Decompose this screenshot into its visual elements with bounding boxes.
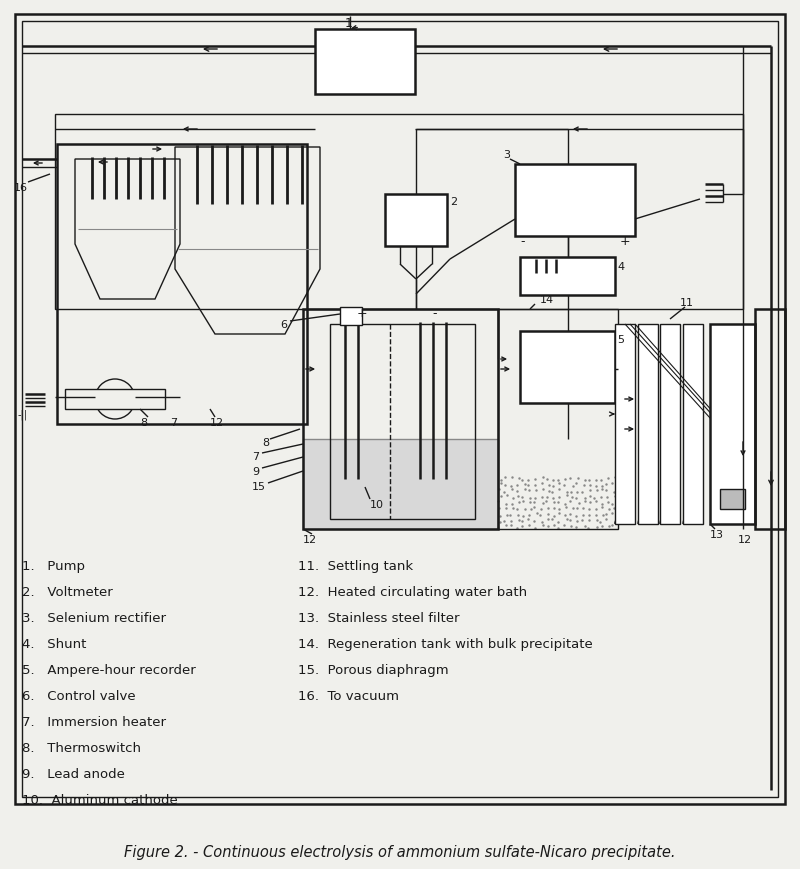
Text: 10.  Aluminum cathode: 10. Aluminum cathode [22, 793, 178, 806]
Bar [515, 165, 635, 236]
Text: 6: 6 [280, 320, 287, 329]
Bar [55, 115, 743, 309]
Text: 15.  Porous diaphragm: 15. Porous diaphragm [298, 663, 449, 676]
Text: 7: 7 [170, 417, 177, 428]
Text: -||: -|| [18, 409, 28, 420]
Text: 10: 10 [370, 500, 384, 509]
Text: 15: 15 [252, 481, 266, 492]
Bar [660, 325, 680, 524]
Text: 8: 8 [140, 417, 147, 428]
Text: 13: 13 [710, 529, 724, 540]
Bar [315, 30, 415, 95]
Bar [520, 258, 615, 295]
Text: 1: 1 [345, 17, 353, 30]
Bar [615, 325, 635, 524]
Bar [498, 309, 618, 529]
Text: +: + [620, 235, 630, 248]
Text: 8: 8 [262, 437, 269, 448]
Text: 14.  Regeneration tank with bulk precipitate: 14. Regeneration tank with bulk precipit… [298, 637, 593, 650]
Bar [755, 309, 785, 529]
Text: 9.   Lead anode: 9. Lead anode [22, 767, 125, 780]
Bar [385, 195, 447, 247]
Bar [303, 440, 498, 529]
Bar [710, 325, 755, 524]
Text: 3.   Selenium rectifier: 3. Selenium rectifier [22, 611, 166, 624]
Bar [65, 389, 165, 409]
Text: 2.   Voltmeter: 2. Voltmeter [22, 586, 113, 599]
Text: 5: 5 [617, 335, 624, 345]
Text: 6.   Control valve: 6. Control valve [22, 689, 136, 702]
Text: Figure 2. - Continuous electrolysis of ammonium sulfate-Nicaro precipitate.: Figure 2. - Continuous electrolysis of a… [124, 844, 676, 859]
Text: 12.  Heated circulating water bath: 12. Heated circulating water bath [298, 586, 527, 599]
Text: 16: 16 [14, 182, 28, 193]
Text: 9: 9 [252, 467, 259, 476]
Text: 4: 4 [617, 262, 624, 272]
Text: +: + [357, 307, 367, 320]
Bar [340, 308, 362, 326]
Bar [303, 309, 498, 529]
Text: 2: 2 [450, 196, 457, 207]
Text: 16.  To vacuum: 16. To vacuum [298, 689, 399, 702]
Text: 12: 12 [738, 534, 752, 544]
Bar [22, 22, 778, 797]
Text: 7: 7 [252, 452, 259, 461]
Text: -: - [433, 307, 438, 320]
Text: 8.   Thermoswitch: 8. Thermoswitch [22, 741, 141, 754]
Text: 14: 14 [540, 295, 554, 305]
Bar [330, 325, 475, 520]
Text: 12: 12 [210, 417, 224, 428]
Text: 3: 3 [503, 149, 510, 160]
Text: 5.   Ampere-hour recorder: 5. Ampere-hour recorder [22, 663, 196, 676]
Bar [720, 489, 745, 509]
Bar [683, 325, 703, 524]
Bar [638, 325, 658, 524]
Text: -: - [520, 235, 525, 248]
Bar [57, 145, 307, 425]
Text: 1.   Pump: 1. Pump [22, 560, 85, 573]
Text: 11.  Settling tank: 11. Settling tank [298, 560, 413, 573]
Text: 7.   Immersion heater: 7. Immersion heater [22, 715, 166, 728]
Text: 4.   Shunt: 4. Shunt [22, 637, 86, 650]
Text: 12: 12 [303, 534, 317, 544]
Text: 11: 11 [680, 298, 694, 308]
Text: 13.  Stainless steel filter: 13. Stainless steel filter [298, 611, 459, 624]
Bar [520, 332, 615, 403]
